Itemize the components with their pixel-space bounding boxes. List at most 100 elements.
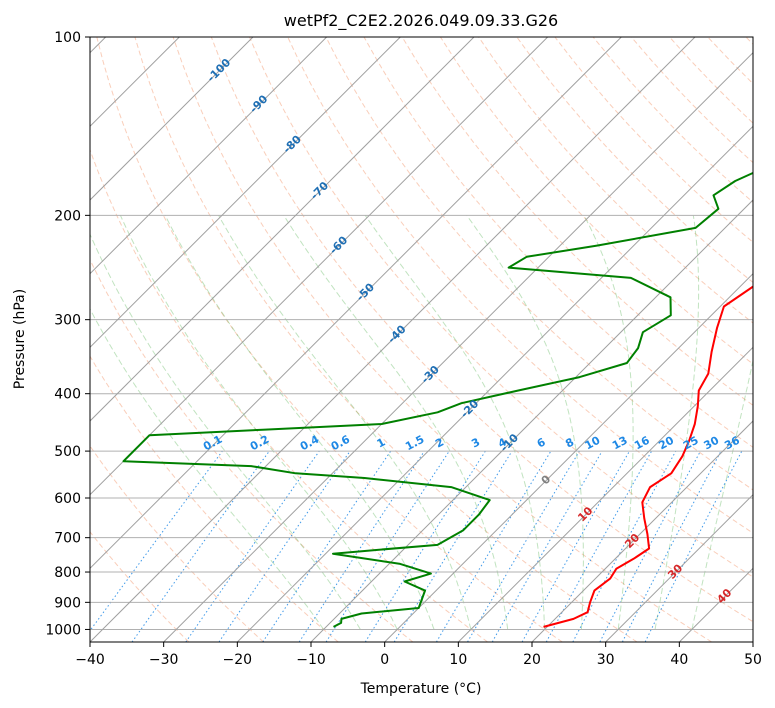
mixing-ratio-label: 25 — [681, 434, 701, 453]
mixing-ratio-label: 2 — [433, 435, 446, 450]
dry-adiabat — [249, 37, 753, 578]
x-tick-label: −40 — [75, 652, 105, 668]
y-tick-label: 500 — [54, 444, 81, 460]
mixing-ratio-line — [185, 450, 320, 642]
isotherm-gridline — [163, 51, 753, 642]
mixing-ratio-label: 0.2 — [248, 433, 271, 454]
x-tick-label: −30 — [149, 652, 179, 668]
y-tick-label: 1000 — [45, 622, 81, 638]
chart-title: wetPf2_C2E2.2026.049.09.33.G26 — [284, 11, 558, 31]
x-tick-label: 20 — [523, 652, 541, 668]
moist-adiabat — [218, 215, 472, 630]
moist-adiabat — [466, 215, 584, 630]
mixing-ratio-label: 13 — [610, 434, 630, 453]
mixing-ratio-label: 6 — [535, 435, 548, 450]
mixing-ratio-label: 0.6 — [329, 433, 353, 454]
mixing-ratio-line — [644, 450, 743, 642]
mixing-ratio-line — [572, 450, 677, 642]
moist-adiabat — [583, 215, 634, 630]
mixing-ratio-line — [545, 450, 653, 642]
isotherm-gridline — [90, 37, 549, 496]
dry-adiabat — [210, 37, 753, 623]
isotherm-gridline — [90, 37, 696, 642]
y-tick-label: 200 — [54, 208, 81, 224]
y-tick-label: 300 — [54, 313, 81, 329]
x-tick-label: −20 — [223, 652, 253, 668]
isotherm-gridline — [531, 420, 753, 642]
dry-adiabat — [478, 37, 753, 324]
moist-adiabat — [691, 358, 753, 630]
dry-adiabat — [90, 445, 264, 642]
x-tick-label: 40 — [670, 652, 688, 668]
mixing-ratio-label: 20 — [656, 434, 676, 453]
x-tick-label: 0 — [380, 652, 389, 668]
mixing-ratio-line — [131, 450, 270, 642]
mixing-ratio-label: 1.5 — [403, 433, 426, 454]
dry-adiabat — [96, 37, 563, 642]
mixing-ratio-line — [325, 450, 450, 642]
dry-adiabat — [745, 37, 753, 45]
dry-adiabat — [669, 37, 753, 124]
dry-adiabat — [363, 37, 753, 448]
mixing-ratio-line — [393, 450, 513, 642]
dry-adiabat — [172, 37, 712, 642]
isotherm-gridline — [457, 346, 753, 642]
mixing-ratio-line — [467, 450, 580, 642]
isotherm-gridline — [90, 37, 328, 275]
isotherm-gridline — [90, 37, 254, 201]
mixing-ratio-label: 36 — [722, 434, 742, 453]
isotherm-gridline — [678, 567, 753, 642]
mixing-ratio-label: 0.4 — [298, 433, 322, 454]
mixing-ratio-line — [435, 450, 552, 642]
y-tick-label: 400 — [54, 387, 81, 403]
mixing-ratio-label: 30 — [702, 434, 722, 453]
dry-adiabat — [90, 148, 488, 642]
isotherm-gridline — [310, 199, 753, 642]
dry-adiabat — [325, 37, 753, 491]
isotherm-gridline — [90, 37, 475, 422]
x-axis-label: Temperature (°C) — [360, 681, 482, 697]
dry-adiabat — [90, 355, 339, 642]
mixing-ratio-label: 1 — [375, 435, 388, 450]
moist-adiabat — [90, 233, 361, 630]
moist-adiabat — [164, 215, 435, 630]
dry-adiabat — [592, 37, 753, 203]
x-tick-label: 50 — [744, 652, 762, 668]
mixing-ratio-line — [521, 450, 630, 642]
isotherm-label: 10 — [575, 504, 595, 524]
x-tick-label: 30 — [597, 652, 615, 668]
y-tick-label: 900 — [54, 595, 81, 611]
y-tick-label: 700 — [54, 531, 81, 547]
dry-adiabat — [134, 37, 638, 642]
moist-adiabat — [364, 215, 546, 630]
x-tick-label: 10 — [449, 652, 467, 668]
mixing-ratio-line — [621, 450, 722, 642]
x-tick-label: −10 — [296, 652, 326, 668]
moist-adiabat — [283, 215, 509, 630]
temperature-profile-line — [543, 285, 753, 628]
plot-frame — [89, 36, 754, 643]
isotherm-gridline — [384, 272, 753, 642]
isotherm-gridline — [90, 37, 401, 349]
dry-adiabat — [90, 531, 190, 642]
isotherm-gridline — [605, 493, 753, 642]
mixing-ratio-line — [90, 450, 223, 632]
y-tick-label: 600 — [54, 491, 81, 507]
dry-adiabat — [401, 37, 753, 406]
isotherm-gridline — [752, 641, 753, 642]
dry-adiabat — [554, 37, 753, 243]
mixing-ratio-label: 3 — [469, 435, 482, 450]
isotherm-gridline — [236, 125, 753, 642]
mixing-ratio-line — [298, 450, 425, 642]
dewpoint-profile-line — [122, 171, 753, 628]
mixing-ratio-label: 16 — [632, 434, 652, 453]
y-tick-label: 800 — [54, 565, 81, 581]
isotherm-gridline — [90, 37, 622, 570]
moist-adiabat — [654, 215, 700, 630]
dry-adiabat — [516, 37, 753, 284]
mixing-ratio-label: 10 — [583, 434, 603, 453]
mixing-ratio-line — [218, 450, 351, 642]
dry-adiabat — [707, 37, 753, 85]
mixing-ratio-line — [599, 450, 701, 642]
